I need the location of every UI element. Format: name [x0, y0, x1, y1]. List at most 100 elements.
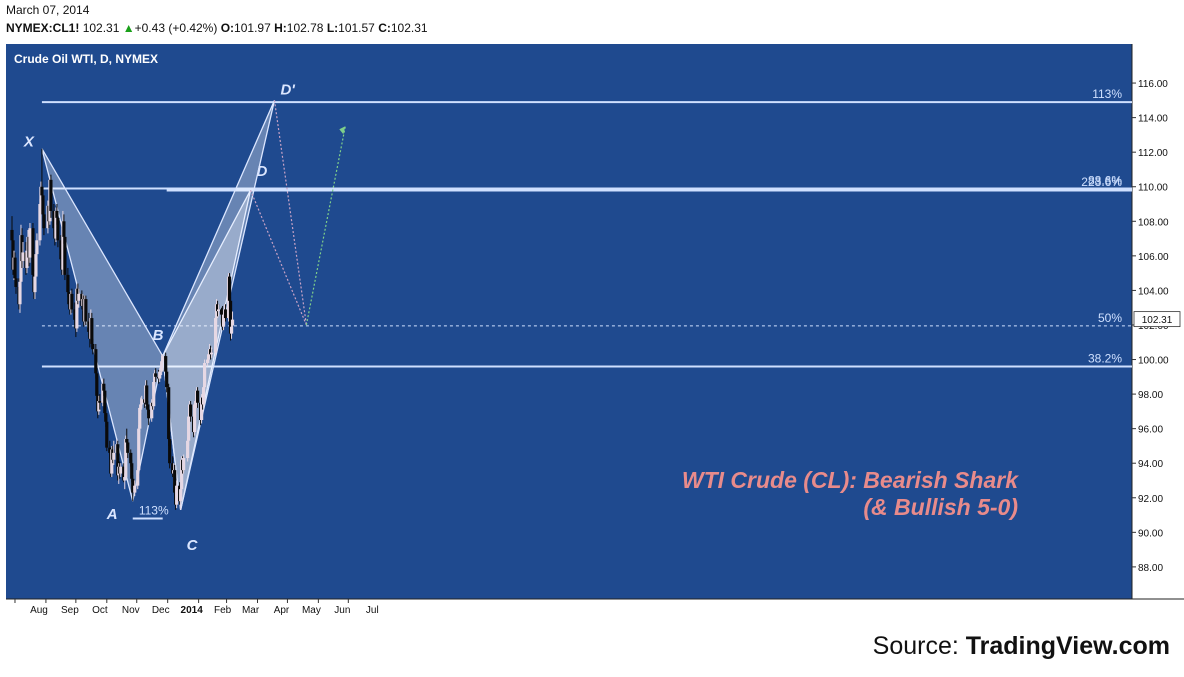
candle-body: [145, 385, 149, 405]
x-tick-label: Jun: [334, 605, 350, 616]
price-chart[interactable]: 88.00 90.00 92.00 94.00 96.00 98.00 100.00 102.…: [0, 38, 1184, 620]
x-tick-label: Nov: [122, 605, 140, 616]
candle-body: [13, 257, 17, 279]
candle-body: [209, 352, 214, 355]
header-date: March 07, 2014: [6, 3, 90, 17]
chart-title: Crude Oil WTI, D, NYMEX: [14, 52, 158, 66]
candle-body: [116, 444, 120, 476]
candle-body: [165, 371, 169, 388]
candle-body: [230, 319, 235, 326]
low-label: L:: [326, 21, 339, 35]
candle-body: [194, 402, 198, 405]
source-credit: Source: TradingView.com: [873, 632, 1170, 661]
y-tick-label: 106.00: [1138, 252, 1169, 263]
candle-body: [63, 236, 67, 275]
candle-body: [54, 210, 58, 239]
symbol[interactable]: NYMEX:CL1!: [6, 21, 80, 35]
y-tick-label: 94.00: [1138, 459, 1163, 470]
pattern-point-labels: X A B C D D': [23, 81, 295, 554]
candle-body: [146, 404, 150, 410]
candle-body: [161, 356, 165, 362]
candle-body: [77, 293, 81, 301]
candle-body: [180, 459, 184, 490]
y-tick-label: 98.00: [1138, 390, 1163, 401]
candle-body: [49, 179, 53, 211]
candle-body: [221, 314, 226, 327]
candle-body: [171, 463, 175, 474]
candle-body: [140, 399, 144, 405]
candle-body: [227, 276, 232, 301]
candle-body: [73, 309, 77, 320]
candle-body: [200, 397, 204, 421]
candle-body: [101, 383, 105, 403]
candle-body: [61, 221, 65, 270]
candle-body: [55, 210, 59, 218]
candle-body: [70, 293, 74, 310]
candle-body: [186, 440, 190, 459]
high-label: H:: [274, 21, 287, 35]
candle-body: [223, 309, 228, 319]
y-tick-label: 92.00: [1138, 494, 1163, 505]
candle-body: [108, 447, 112, 453]
candle-body: [139, 404, 143, 408]
candle-body: [56, 217, 60, 241]
candle-body: [31, 228, 35, 275]
y-tick-label: 90.00: [1138, 528, 1163, 539]
candle-body: [38, 204, 42, 241]
candle-body: [168, 439, 172, 464]
candle-body: [158, 371, 162, 379]
candle-body: [52, 210, 56, 229]
candle-body: [126, 442, 130, 453]
y-tick-label: 116.00: [1138, 79, 1168, 90]
candle-body: [189, 404, 193, 417]
candle-body: [219, 309, 224, 315]
candle-body: [179, 489, 183, 502]
candle-body: [153, 373, 157, 382]
y-tick-label: 114.00: [1138, 114, 1168, 125]
candle-body: [160, 361, 164, 372]
candle-body: [136, 470, 140, 486]
candle-body: [41, 195, 45, 215]
candle-body: [40, 186, 44, 196]
high-value: 102.78: [286, 21, 324, 35]
low-value: 101.57: [338, 21, 375, 35]
candle-body: [208, 349, 213, 355]
header-quote: NYMEX:CL1! 102.31 ▲+0.43 (+0.42%) O:101.…: [6, 21, 428, 35]
y-tick-label: 88.00: [1138, 563, 1163, 574]
candle-body: [193, 404, 197, 433]
level-label: 223.6%: [1081, 175, 1122, 189]
y-tick-label: 112.00: [1138, 148, 1168, 159]
candles: [10, 148, 235, 510]
plot-background: [6, 44, 1132, 599]
source-prefix: Source:: [872, 632, 966, 660]
candle-body: [59, 240, 63, 260]
y-tick-label: 104.00: [1138, 286, 1169, 297]
candle-body: [10, 229, 14, 241]
last-price: 102.31: [82, 21, 120, 35]
candle-body: [205, 359, 210, 363]
candle-body: [202, 387, 206, 405]
candle-body: [150, 402, 154, 419]
y-tick-label: 100.00: [1138, 356, 1169, 367]
x-tick-label: Oct: [92, 605, 108, 616]
candle-body: [110, 449, 114, 474]
candle-body: [90, 318, 94, 344]
close-label: C:: [378, 21, 391, 35]
candle-body: [18, 281, 22, 305]
pattern-point-label: A: [106, 506, 118, 523]
candle-body: [124, 439, 128, 478]
candle-body: [98, 401, 102, 403]
candle-body: [97, 401, 101, 412]
projection-line: [273, 100, 307, 326]
candle-body: [94, 349, 98, 374]
candle-body: [152, 382, 156, 407]
y-tick-label: 96.00: [1138, 425, 1163, 436]
candle-body: [173, 470, 177, 493]
candle-body: [95, 373, 99, 396]
candle-body: [91, 343, 95, 350]
candle-body: [215, 304, 220, 312]
candle-body: [21, 252, 25, 262]
open-label: O:: [220, 21, 235, 35]
candle-body: [133, 485, 137, 493]
open-value: 101.97: [234, 21, 271, 35]
